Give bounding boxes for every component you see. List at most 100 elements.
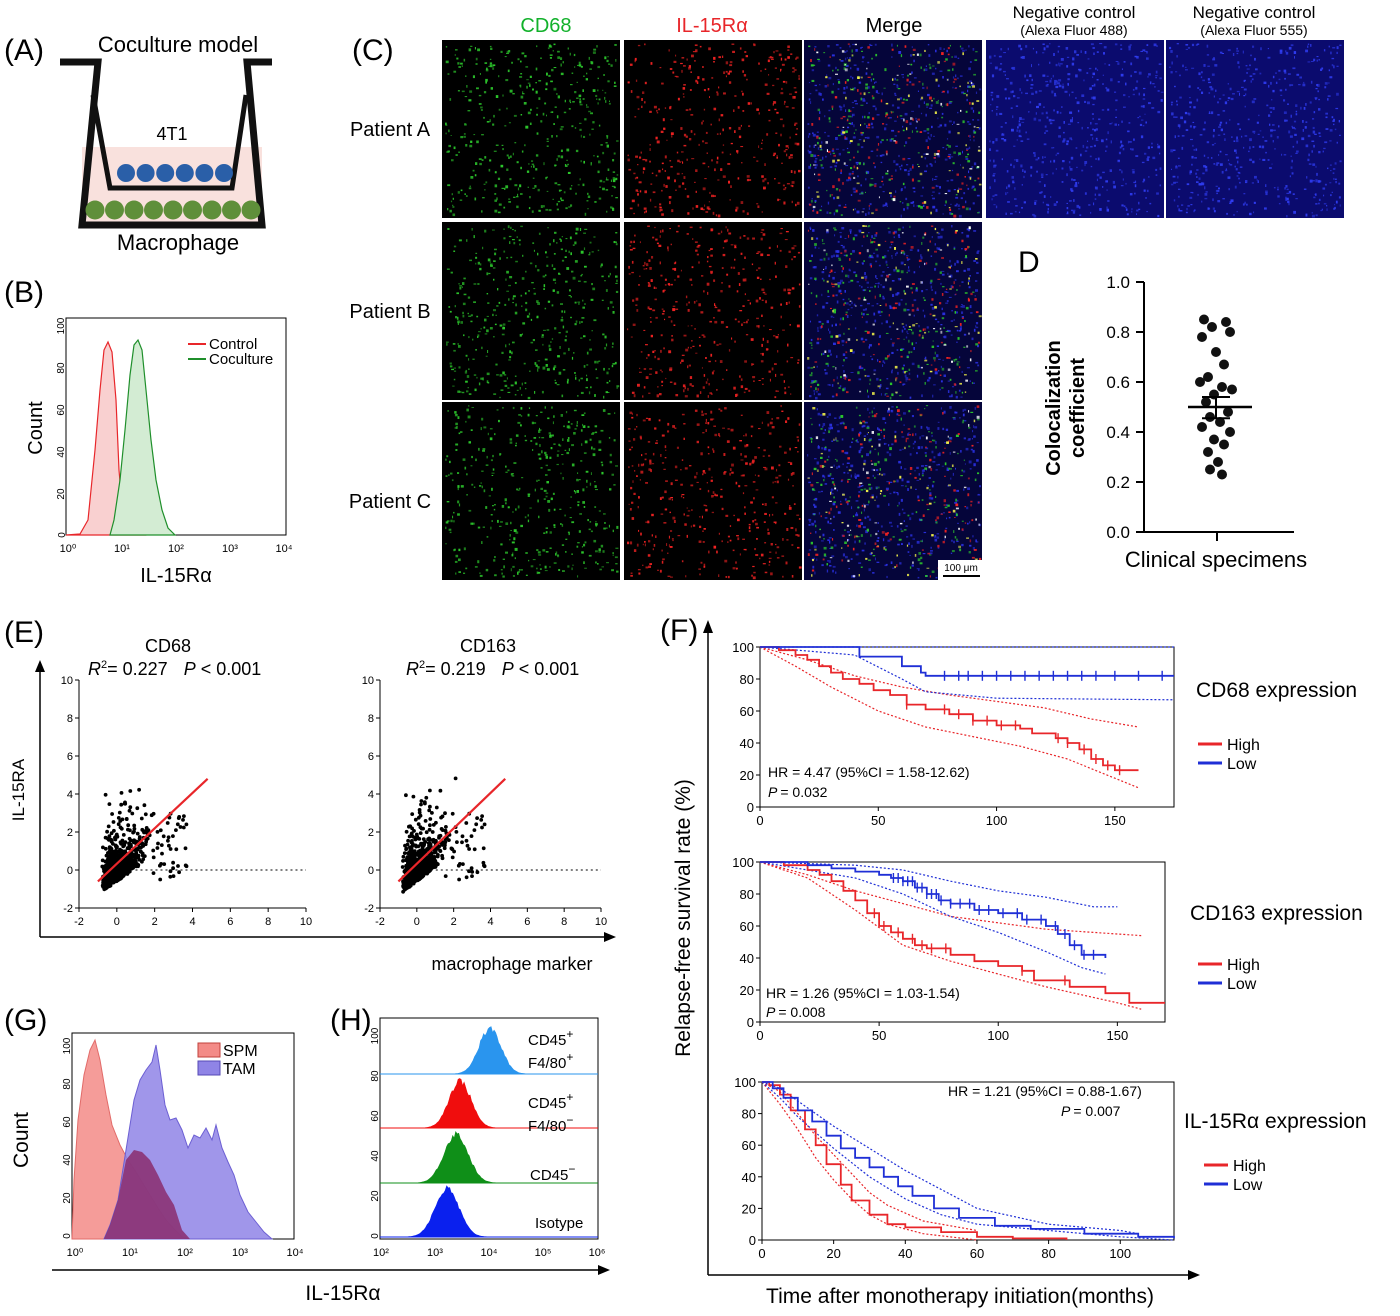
- signal-speck: [638, 45, 640, 46]
- signal-speck: [1072, 117, 1073, 120]
- signal-speck: [1125, 207, 1126, 208]
- signal-speck: [584, 229, 587, 230]
- signal-speck: [454, 379, 456, 381]
- signal-speck: [955, 75, 956, 78]
- signal-speck: [1312, 215, 1315, 218]
- signal-speck: [931, 289, 932, 291]
- signal-speck: [763, 456, 765, 457]
- signal-speck: [902, 202, 903, 204]
- signal-speck: [600, 265, 601, 267]
- signal-speck: [849, 123, 851, 124]
- signal-speck: [936, 101, 939, 104]
- signal-speck: [1138, 209, 1140, 210]
- signal-speck: [598, 102, 599, 104]
- signal-speck: [901, 118, 904, 119]
- signal-speck: [1277, 195, 1279, 197]
- signal-speck: [457, 391, 460, 393]
- signal-speck: [633, 324, 636, 326]
- signal-speck: [897, 372, 898, 375]
- signal-speck: [465, 421, 466, 423]
- signal-speck: [837, 69, 839, 71]
- signal-speck: [502, 334, 505, 336]
- signal-speck: [615, 266, 617, 269]
- signal-speck: [667, 423, 669, 426]
- signal-speck: [892, 343, 895, 344]
- signal-speck: [794, 87, 797, 88]
- signal-speck: [835, 367, 836, 370]
- signal-speck: [542, 391, 544, 394]
- signal-speck: [1241, 136, 1242, 138]
- signal-speck: [522, 91, 523, 94]
- signal-speck: [763, 292, 766, 294]
- signal-speck: [895, 95, 897, 96]
- signal-speck: [904, 169, 907, 171]
- signal-speck: [882, 256, 884, 258]
- signal-speck: [927, 326, 929, 328]
- signal-speck: [942, 274, 945, 276]
- signal-speck: [650, 199, 651, 202]
- signal-speck: [1087, 102, 1090, 105]
- signal-speck: [1019, 123, 1021, 126]
- signal-speck: [906, 127, 907, 130]
- signal-speck: [872, 86, 874, 88]
- signal-speck: [1228, 83, 1229, 85]
- signal-speck: [547, 141, 549, 142]
- signal-speck: [687, 195, 689, 197]
- signal-speck: [1174, 86, 1176, 87]
- signal-speck: [1238, 172, 1240, 174]
- signal-speck: [941, 342, 943, 344]
- signal-speck: [905, 198, 907, 200]
- signal-speck: [871, 235, 873, 238]
- signal-speck: [1077, 205, 1080, 208]
- signal-speck: [671, 339, 673, 342]
- signal-speck: [483, 448, 486, 449]
- signal-speck: [557, 56, 560, 59]
- signal-speck: [672, 425, 675, 428]
- signal-speck: [665, 445, 667, 448]
- signal-speck: [1236, 48, 1238, 50]
- signal-speck: [675, 55, 676, 57]
- signal-speck: [866, 308, 867, 310]
- signal-speck: [478, 262, 480, 265]
- signal-speck: [859, 82, 861, 84]
- signal-speck: [754, 548, 756, 550]
- signal-speck: [761, 175, 764, 178]
- signal-speck: [897, 45, 898, 47]
- signal-speck: [483, 426, 486, 428]
- signal-speck: [570, 53, 571, 56]
- signal-speck: [941, 387, 943, 388]
- signal-speck: [514, 142, 516, 143]
- signal-speck: [1337, 46, 1339, 49]
- signal-speck: [932, 395, 933, 398]
- signal-speck: [1284, 154, 1287, 155]
- signal-speck: [1021, 207, 1023, 209]
- signal-speck: [573, 565, 574, 566]
- signal-speck: [703, 290, 705, 292]
- signal-speck: [1143, 125, 1145, 126]
- signal-speck: [850, 167, 852, 169]
- signal-speck: [840, 107, 842, 108]
- signal-speck: [743, 492, 744, 494]
- signal-speck: [1015, 211, 1017, 212]
- signal-speck: [548, 301, 550, 303]
- signal-speck: [1217, 101, 1219, 103]
- signal-speck: [644, 368, 646, 369]
- signal-speck: [682, 560, 684, 562]
- signal-speck: [1171, 104, 1172, 106]
- coculture-histogram: [110, 340, 175, 535]
- signal-speck: [755, 523, 758, 526]
- signal-speck: [703, 187, 706, 190]
- signal-speck: [562, 544, 564, 545]
- signal-speck: [486, 356, 488, 357]
- signal-speck: [866, 68, 867, 70]
- signal-speck: [1030, 166, 1032, 168]
- signal-speck: [1036, 171, 1038, 173]
- signal-speck: [1225, 101, 1227, 104]
- signal-speck: [834, 234, 835, 236]
- signal-speck: [860, 47, 862, 49]
- signal-speck: [1280, 50, 1283, 53]
- signal-speck: [1325, 82, 1328, 85]
- signal-speck: [1141, 106, 1144, 108]
- signal-speck: [892, 104, 894, 106]
- signal-speck: [956, 203, 958, 205]
